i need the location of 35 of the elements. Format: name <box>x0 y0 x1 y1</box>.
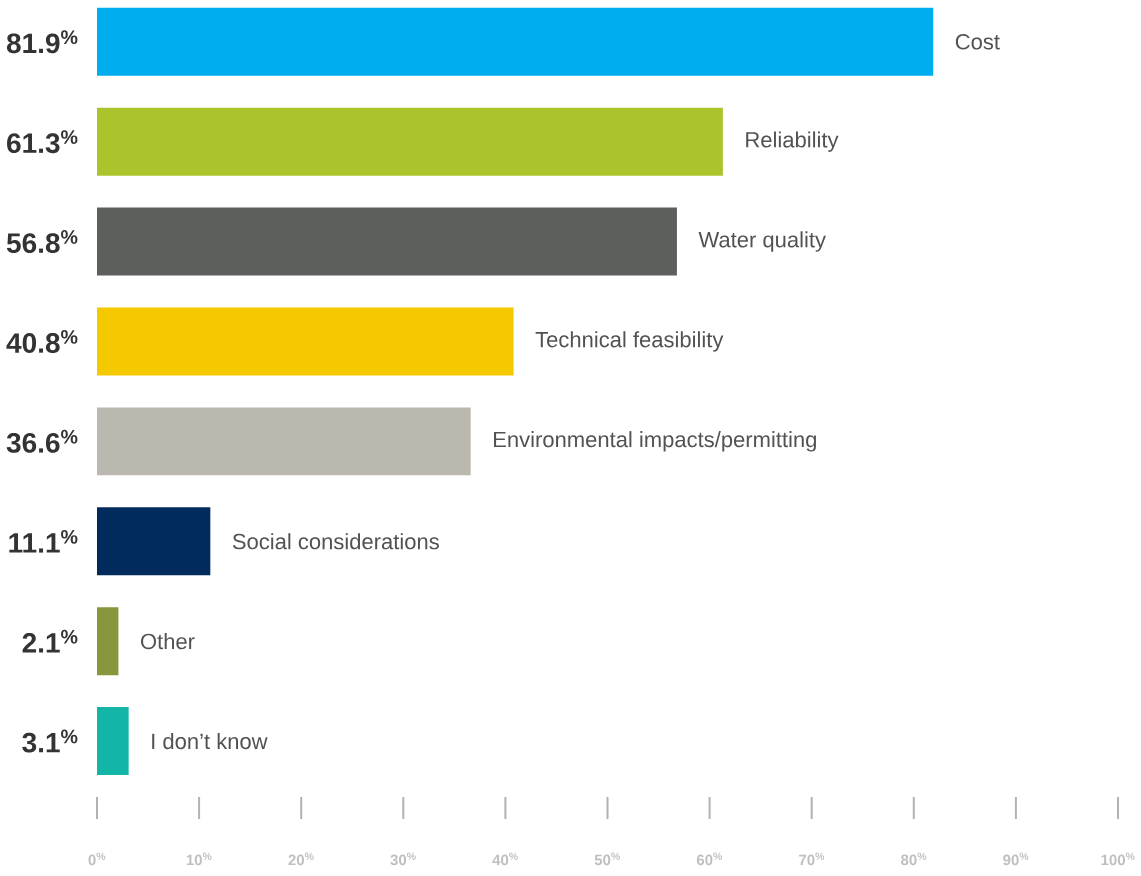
data-label: 61.3$^{%}$ <box>7 130 78 154</box>
x-tick-label: 30$^{%}$ <box>390 852 416 866</box>
data-label: 81.9$^{%}$ <box>6 30 78 54</box>
bar <box>97 607 119 676</box>
x-tick-label: 60$^{%}$ <box>696 852 723 866</box>
y-tick-label: I don’t know <box>152 732 268 750</box>
bar <box>97 407 471 476</box>
x-tick-label: 50$^{%}$ <box>594 852 620 866</box>
x-tick-label: 20$^{%}$ <box>288 852 314 866</box>
data-label: 40.8$^{%}$ <box>6 329 78 353</box>
y-tick-label: Other <box>141 633 195 650</box>
y-tick-label: Social considerations <box>232 533 439 550</box>
x-tick-label: 90$^{%}$ <box>1003 852 1029 866</box>
x-tick-label: 100$^{%}$ <box>1101 852 1135 866</box>
x-tick-label: 70$^{%}$ <box>799 852 825 866</box>
bar <box>97 307 514 376</box>
data-label: 2.1$^{%}$ <box>22 629 78 653</box>
data-label: 56.8$^{%}$ <box>6 230 78 254</box>
y-tick-label: Technical feasibility <box>535 331 724 352</box>
x-tick-label: 40$^{%}$ <box>492 852 518 866</box>
bar <box>97 507 211 576</box>
bar <box>97 207 677 276</box>
x-tick-label: 10$^{%}$ <box>186 852 212 866</box>
y-tick-label: Cost <box>955 33 1000 50</box>
y-tick-label: Environmental impacts/permitting <box>494 431 816 452</box>
x-tick-label: 80$^{%}$ <box>901 852 927 866</box>
bar <box>97 7 934 76</box>
x-tick-label: 0$^{%}$ <box>88 852 106 866</box>
bar <box>97 107 723 176</box>
data-label: 36.6$^{%}$ <box>6 429 78 453</box>
data-label: 11.1$^{%}$ <box>9 529 78 553</box>
y-tick-label: Water quality <box>698 231 826 252</box>
data-label: 3.1$^{%}$ <box>22 729 78 753</box>
bar <box>97 707 129 776</box>
y-tick-label: Reliability <box>746 131 839 152</box>
